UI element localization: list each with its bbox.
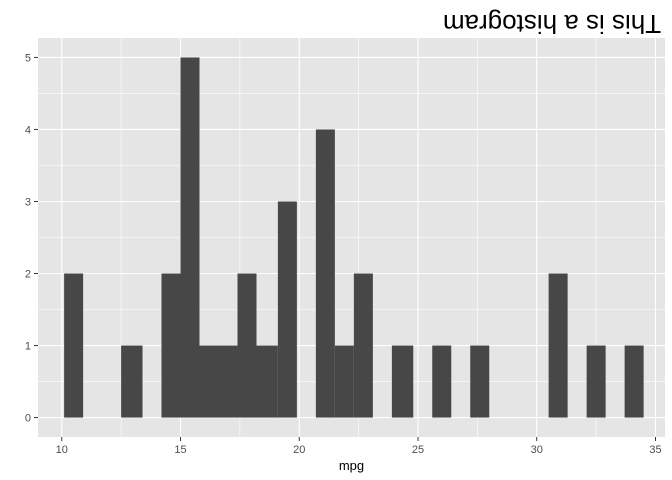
histogram-bar [315,129,335,418]
histogram-bar [237,273,257,418]
y-axis: 0 1 2 3 4 5 [25,52,38,425]
histogram-bar [470,345,490,418]
histogram-bar [64,273,84,418]
x-axis-title: mpg [339,458,364,473]
y-tick-label: 0 [25,413,31,425]
histogram-bar [121,345,143,418]
histogram-bar [218,345,238,418]
y-tick-label: 5 [25,52,31,64]
histogram-bar [161,273,181,418]
histogram-bar [180,57,200,418]
y-tick-label: 4 [25,124,31,136]
x-axis: 10 15 20 25 30 35 [56,437,662,456]
y-tick-label: 2 [25,269,31,281]
x-tick-label: 30 [531,444,543,456]
histogram-bar [624,345,644,418]
histogram-bar [277,201,297,418]
chart-title: This is a histogram [443,9,661,39]
y-tick-label: 1 [25,341,31,353]
histogram-bar [199,345,219,418]
histogram-bar [391,345,414,418]
histogram-bar [586,345,606,418]
x-tick-label: 20 [293,444,305,456]
histogram-bar [432,345,452,418]
histogram-bars [64,57,644,418]
x-tick-label: 10 [56,444,68,456]
histogram-bar [334,345,354,418]
x-tick-label: 15 [174,444,186,456]
x-tick-label: 35 [649,444,661,456]
x-tick-label: 25 [412,444,424,456]
histogram-bar [256,345,278,418]
histogram-bar [353,273,373,418]
y-tick-label: 3 [25,196,31,208]
histogram-bar [548,273,568,418]
